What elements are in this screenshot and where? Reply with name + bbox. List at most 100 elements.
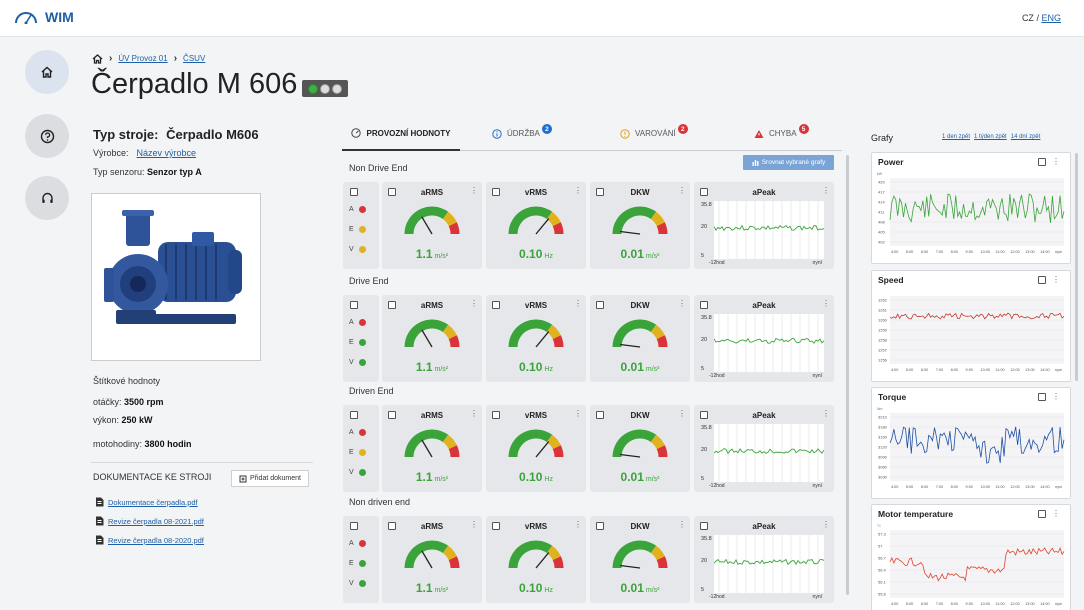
x-tick-label: nyní xyxy=(1055,250,1063,254)
more-options-icon[interactable]: ⋮ xyxy=(1052,275,1060,284)
app-logo[interactable]: WIM xyxy=(13,9,74,25)
select-checkbox[interactable] xyxy=(492,188,500,196)
gauge xyxy=(611,538,669,572)
more-options-icon[interactable]: ⋮ xyxy=(470,409,478,418)
gauge-red-zone xyxy=(552,335,564,348)
home-crumb-icon[interactable] xyxy=(92,53,103,64)
select-checkbox[interactable] xyxy=(388,522,396,530)
more-options-icon[interactable]: ⋮ xyxy=(822,520,830,529)
status-row: E xyxy=(349,449,366,456)
select-checkbox[interactable] xyxy=(492,411,500,419)
lang-eng[interactable]: ENG xyxy=(1041,13,1061,23)
breadcrumb-link-csuv[interactable]: ČSUV xyxy=(183,54,206,63)
x-tick-label: 9:00 xyxy=(966,485,973,489)
select-checkbox[interactable] xyxy=(350,301,358,309)
more-options-icon[interactable]: ⋮ xyxy=(574,186,582,195)
select-checkbox[interactable] xyxy=(700,522,708,530)
help-nav-button[interactable] xyxy=(25,114,69,158)
more-options-icon[interactable]: ⋮ xyxy=(822,409,830,418)
metric-number: 0.01 xyxy=(620,360,644,374)
more-options-icon[interactable]: ⋮ xyxy=(470,186,478,195)
more-options-icon[interactable]: ⋮ xyxy=(678,520,686,529)
section-title: Drive End xyxy=(349,276,389,286)
support-nav-button[interactable] xyxy=(25,176,69,220)
tab-maintenance[interactable]: ÚDRŽBA 2 xyxy=(492,117,552,150)
more-options-icon[interactable]: ⋮ xyxy=(678,186,686,195)
doc-link[interactable]: Revize čerpadla 08-2021.pdf xyxy=(95,516,204,526)
select-checkbox[interactable] xyxy=(388,188,396,196)
tab-errors[interactable]: CHYBA 5 xyxy=(754,117,809,150)
breadcrumb-link-provoz[interactable]: ÚV Provoz 01 xyxy=(118,54,168,63)
doc-link[interactable]: Revize čerpadla 08-2020.pdf xyxy=(95,535,204,545)
gauge-dial xyxy=(404,540,460,569)
y-tick-label: 3030 xyxy=(878,475,888,480)
doc-link[interactable]: Dokumentace čerpadla.pdf xyxy=(95,497,198,507)
select-checkbox[interactable] xyxy=(596,301,604,309)
select-checkbox[interactable] xyxy=(596,522,604,530)
tab-operating-values[interactable]: PROVOZNÍ HODNOTY xyxy=(342,117,460,151)
y-tick-label: 56.1 xyxy=(878,580,887,585)
more-options-icon[interactable]: ⋮ xyxy=(1052,509,1060,518)
charts-panel-scrollbar[interactable] xyxy=(1075,153,1078,381)
y-tick-label: 3060 xyxy=(878,465,888,470)
home-nav-button[interactable] xyxy=(25,50,69,94)
select-checkbox[interactable] xyxy=(492,301,500,309)
range-14-days[interactable]: 14 dní zpět xyxy=(1010,134,1041,140)
more-options-icon[interactable]: ⋮ xyxy=(1052,392,1060,401)
select-checkbox[interactable] xyxy=(388,411,396,419)
select-checkbox[interactable] xyxy=(1038,393,1046,401)
add-document-label: Přidat dokument xyxy=(250,475,301,482)
select-checkbox[interactable] xyxy=(700,301,708,309)
compare-charts-button[interactable]: Srovnat vybrané grafy xyxy=(743,155,834,170)
more-options-icon[interactable]: ⋮ xyxy=(470,520,478,529)
more-options-icon[interactable]: ⋮ xyxy=(574,409,582,418)
trend-chart-title: Torque xyxy=(878,392,907,402)
select-checkbox[interactable] xyxy=(350,522,358,530)
gauge-red-zone xyxy=(448,556,460,569)
select-checkbox[interactable] xyxy=(350,188,358,196)
count-badge: 2 xyxy=(541,124,552,134)
more-options-icon[interactable]: ⋮ xyxy=(822,186,830,195)
metric-value: 0.10 Hz xyxy=(486,360,586,374)
select-checkbox[interactable] xyxy=(388,301,396,309)
y-tick-label: 57 xyxy=(878,544,883,549)
more-options-icon[interactable]: ⋮ xyxy=(574,520,582,529)
select-checkbox[interactable] xyxy=(1038,158,1046,166)
more-options-icon[interactable]: ⋮ xyxy=(1052,157,1060,166)
status-dot xyxy=(358,449,366,456)
lang-cz[interactable]: CZ xyxy=(1021,13,1034,23)
select-checkbox[interactable] xyxy=(492,522,500,530)
select-checkbox[interactable] xyxy=(596,188,604,196)
power-label: výkon: xyxy=(93,415,120,425)
x-tick-label: 9:00 xyxy=(966,250,973,254)
gauge-red-zone xyxy=(656,445,668,458)
more-options-icon[interactable]: ⋮ xyxy=(678,409,686,418)
status-card: A E V xyxy=(343,295,379,382)
metric-card-vrms: ⋮ vRMS 0.10 Hz xyxy=(486,295,586,382)
maker-row: Výrobce: Název výrobce xyxy=(93,148,196,158)
select-checkbox[interactable] xyxy=(1038,510,1046,518)
y-tick-label: 3150 xyxy=(878,435,888,440)
more-options-icon[interactable]: ⋮ xyxy=(470,299,478,308)
range-1-day[interactable]: 1 den zpět xyxy=(942,134,971,140)
add-document-button[interactable]: Přidat dokument xyxy=(231,470,309,487)
select-checkbox[interactable] xyxy=(596,411,604,419)
select-checkbox[interactable] xyxy=(350,411,358,419)
status-row: A xyxy=(349,429,366,436)
select-checkbox[interactable] xyxy=(700,411,708,419)
more-options-icon[interactable]: ⋮ xyxy=(678,299,686,308)
more-options-icon[interactable]: ⋮ xyxy=(574,299,582,308)
range-1-week[interactable]: 1 týden zpět xyxy=(974,134,1007,140)
more-options-icon[interactable]: ⋮ xyxy=(822,299,830,308)
apeak-sparkline xyxy=(714,201,824,259)
metric-value: 0.01 m/s² xyxy=(590,581,690,595)
axis-tick-label: 5 xyxy=(701,253,705,259)
gauge-green-zone xyxy=(612,319,657,348)
select-checkbox[interactable] xyxy=(700,188,708,196)
trend-series-line xyxy=(889,426,1065,464)
select-checkbox[interactable] xyxy=(1038,276,1046,284)
maker-link[interactable]: Název výrobce xyxy=(136,148,197,158)
main-scrollbar[interactable] xyxy=(846,155,849,595)
machine-type-value: Čerpadlo M606 xyxy=(166,127,259,142)
tab-warnings[interactable]: VAROVÁNÍ 2 xyxy=(620,117,688,150)
